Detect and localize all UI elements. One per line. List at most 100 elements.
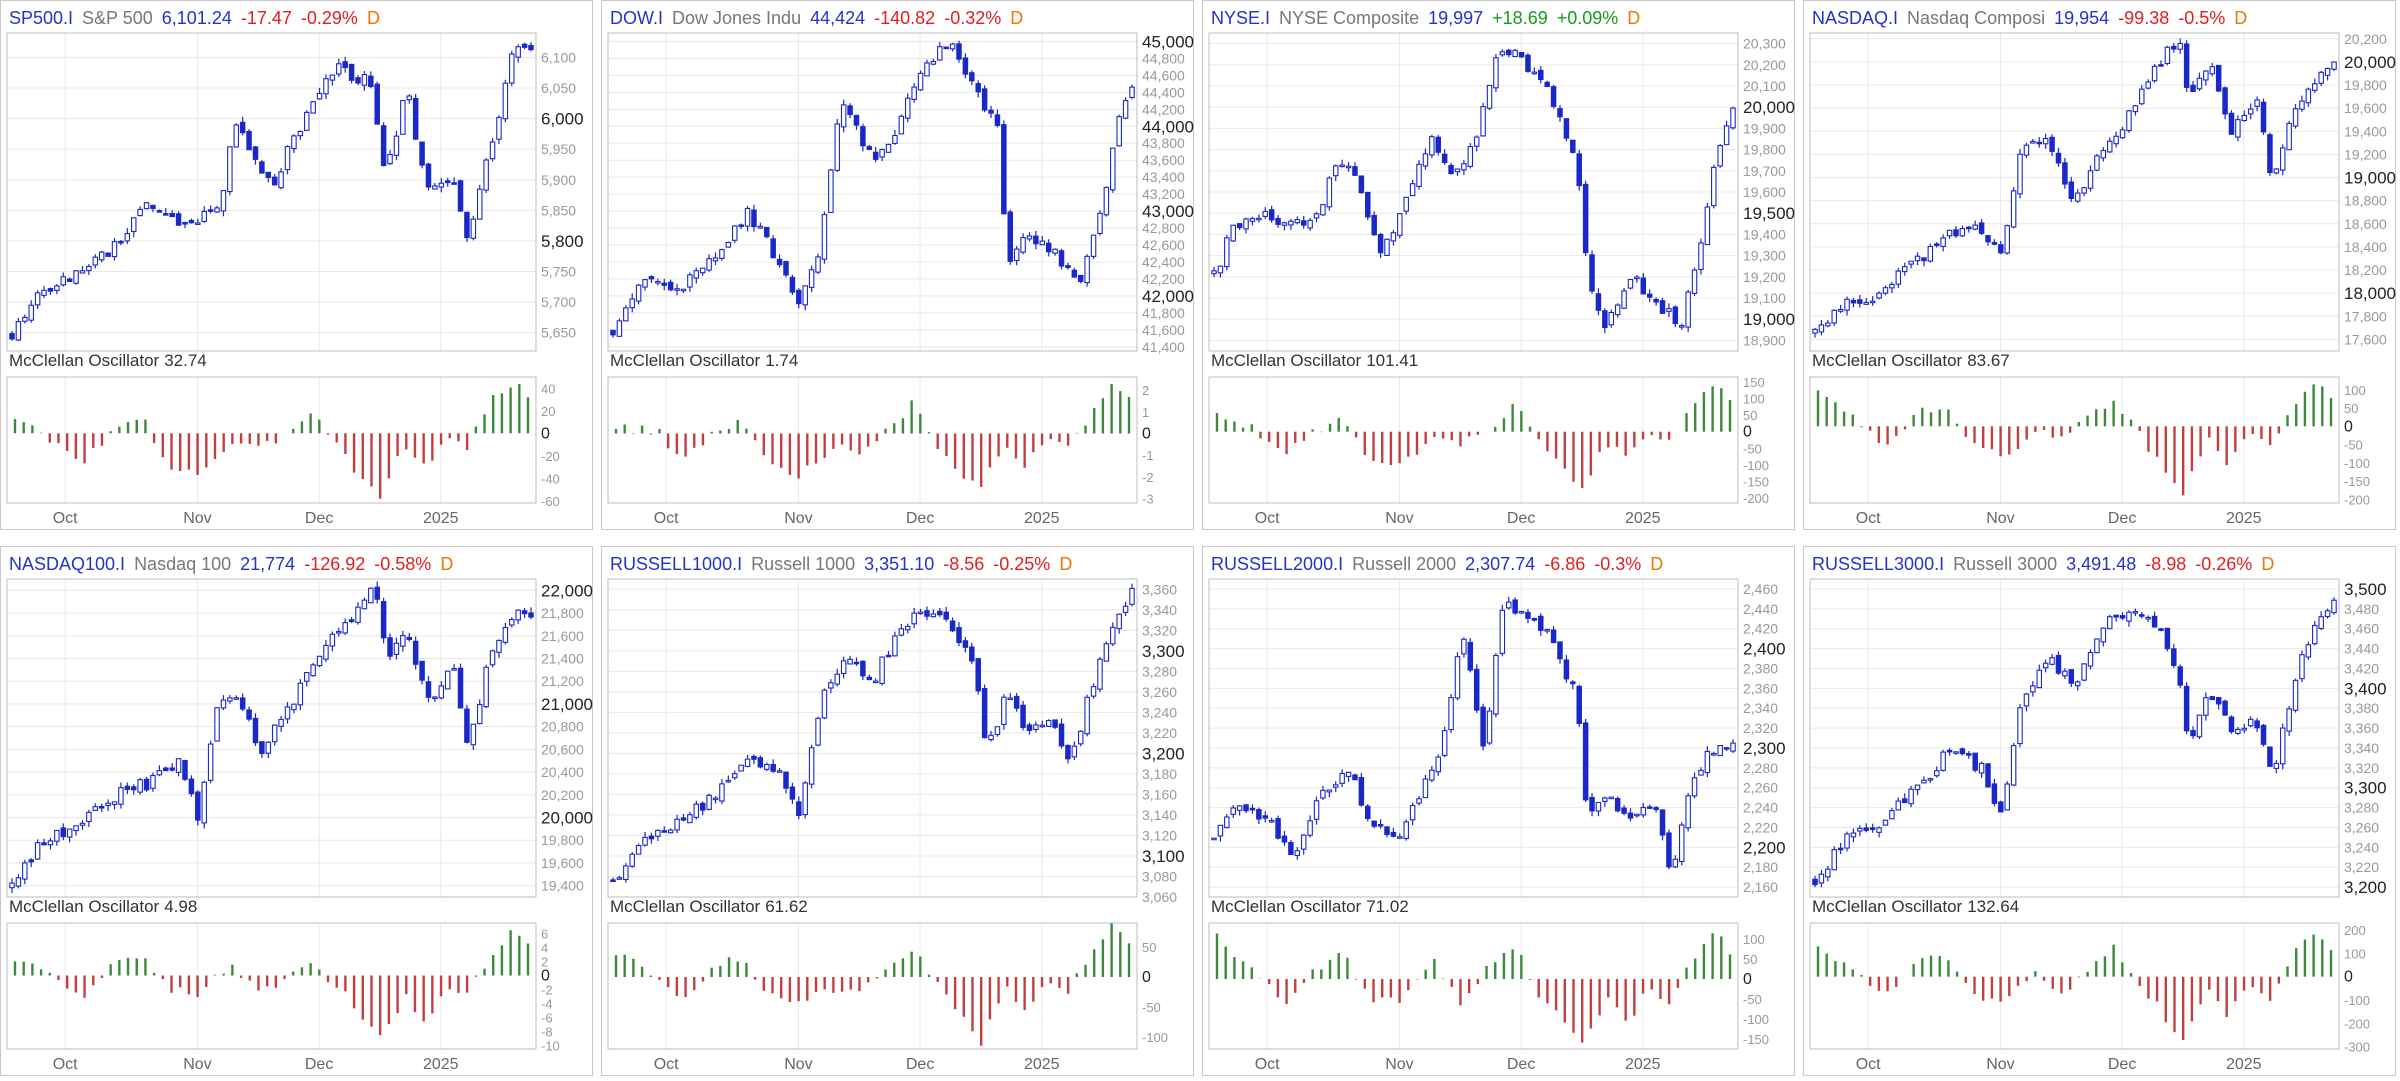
chart-panel-russell2000-i[interactable]: RUSSELL2000.I Russell 2000 2,307.74 -6.86 -0…	[1202, 546, 1795, 1076]
candle-body	[1505, 49, 1512, 56]
period-selector[interactable]: D	[2234, 8, 2248, 28]
chart-panel-nasdaq100-i[interactable]: NASDAQ100.I Nasdaq 100 21,774 -126.92 -0.58%…	[0, 546, 593, 1076]
candle-body	[1332, 784, 1339, 788]
candle-body	[1978, 762, 1985, 774]
candle-body	[1116, 613, 1122, 630]
period-selector[interactable]: D	[366, 8, 380, 28]
oscillator-pane-frame	[6, 922, 537, 1050]
month-tick-label: Oct	[1255, 510, 1280, 527]
month-tick-label: 2025	[1024, 510, 1060, 527]
candle-body	[1614, 304, 1621, 316]
price-tick-label: 2,320	[1743, 720, 1778, 736]
candle-body	[1863, 301, 1870, 305]
candle-body	[1045, 242, 1052, 253]
oscillator-tick-label: 50	[1142, 940, 1156, 955]
candle-body	[1097, 658, 1103, 690]
period-selector[interactable]: D	[2261, 554, 2275, 574]
candle-body	[879, 148, 885, 158]
candle-body	[1211, 837, 1217, 841]
chart-panel-sp500-i[interactable]: SP500.I S&P 500 6,101.24 -17.47 -0.29% D McCle…	[0, 0, 593, 530]
candle-body	[303, 111, 310, 131]
quote-header: RUSSELL1000.I Russell 1000 3,351.10 -8.56 -0…	[610, 551, 1081, 577]
symbol-link[interactable]: NASDAQ100.I	[9, 554, 126, 574]
symbol-link[interactable]: NASDAQ.I	[1812, 8, 1899, 28]
oscillator-tick-label: 0	[541, 968, 550, 985]
price-tick-label: 43,600	[1142, 152, 1185, 168]
chart-svg: 6,000 5,800 6,100 6,050 5,950 5,900 5,850 5,750…	[6, 32, 584, 527]
candle-body	[1723, 747, 1730, 750]
chart-panel-nyse-i[interactable]: NYSE.I NYSE Composite 19,997 +18.69 +0.09% D M…	[1202, 0, 1795, 530]
candle-body	[252, 717, 259, 744]
symbol-link[interactable]: RUSSELL1000.I	[610, 554, 743, 574]
candle-body	[1876, 292, 1882, 299]
candle-body	[355, 606, 361, 623]
price-tick-label: 3,060	[1142, 889, 1177, 905]
period-selector[interactable]: D	[1059, 554, 1073, 574]
symbol-link[interactable]: DOW.I	[610, 8, 663, 28]
period-selector[interactable]: D	[1010, 8, 1024, 28]
candle-body	[175, 213, 182, 226]
price-tick-label: 5,850	[541, 202, 576, 218]
symbol-link[interactable]: SP500.I	[9, 8, 74, 28]
candle-body	[1812, 878, 1818, 886]
instrument-name: Russell 3000	[1953, 554, 2058, 574]
chart-panel-russell3000-i[interactable]: RUSSELL3000.I Russell 3000 3,491.48 -8.98 -0…	[1803, 546, 2396, 1076]
candle-body	[195, 791, 201, 821]
chart-panel-nasdaq-i[interactable]: NASDAQ.I Nasdaq Composi 19,954 -99.38 -0.5% D…	[1803, 0, 2396, 530]
oscillator-tick-label: -150	[1743, 474, 1769, 489]
candle-body	[1097, 212, 1103, 235]
candle-body	[623, 865, 629, 881]
period-selector[interactable]: D	[1627, 8, 1641, 28]
candle-body	[879, 656, 885, 684]
candle-body	[994, 726, 1001, 736]
candle-body	[1320, 789, 1326, 799]
candle-body	[1384, 826, 1390, 836]
candle-body	[393, 642, 400, 655]
candle-body	[47, 840, 54, 846]
period-selector[interactable]: D	[1650, 554, 1664, 574]
month-tick-label: 2025	[1625, 510, 1661, 527]
candle-body	[1467, 146, 1474, 167]
candle-body	[1422, 153, 1429, 167]
chart-panel-russell1000-i[interactable]: RUSSELL1000.I Russell 1000 3,351.10 -8.56 -0…	[601, 546, 1194, 1076]
symbol-link[interactable]: RUSSELL2000.I	[1211, 554, 1344, 574]
candle-body	[680, 817, 687, 821]
candle-body	[169, 212, 175, 218]
instrument-name: Dow Jones Indu	[672, 8, 802, 28]
candle-body	[1678, 824, 1685, 863]
candle-body	[1518, 610, 1525, 614]
candle-body	[2074, 681, 2081, 687]
candle-body	[962, 640, 969, 648]
candle-body	[1653, 298, 1659, 303]
candle-body	[872, 151, 879, 160]
candle-body	[1300, 834, 1307, 850]
candle-body	[975, 658, 981, 692]
candle-body	[2254, 99, 2260, 107]
candle-body	[355, 77, 361, 84]
candle-body	[1582, 722, 1589, 801]
symbol-link[interactable]: RUSSELL3000.I	[1812, 554, 1945, 574]
period-selector[interactable]: D	[440, 554, 454, 574]
candle-body	[1429, 769, 1435, 781]
chart-panel-dow-i[interactable]: DOW.I Dow Jones Indu 44,424 -140.82 -0.32% D M…	[601, 0, 1194, 530]
candle-body	[54, 829, 60, 842]
candle-body	[1448, 697, 1454, 731]
price-tick-label: 3,320	[2344, 760, 2379, 776]
candle-body	[1940, 751, 1946, 771]
candle-body	[2004, 225, 2010, 254]
candle-body	[156, 210, 163, 213]
candle-body	[937, 46, 943, 61]
oscillator-tick-label: 50	[1743, 408, 1757, 423]
candle-body	[2036, 669, 2043, 689]
last-price: 44,424	[810, 8, 866, 28]
symbol-link[interactable]: NYSE.I	[1211, 8, 1271, 28]
candle-body	[2055, 654, 2062, 674]
price-tick-label: 2,460	[1743, 581, 1778, 597]
month-tick-label: Nov	[183, 510, 211, 527]
candle-body	[1020, 237, 1026, 253]
oscillator-pane-frame	[1208, 922, 1739, 1050]
candle-body	[1013, 695, 1020, 709]
candle-body	[1966, 226, 1972, 230]
candle-body	[1518, 51, 1525, 58]
candle-body	[719, 783, 725, 802]
